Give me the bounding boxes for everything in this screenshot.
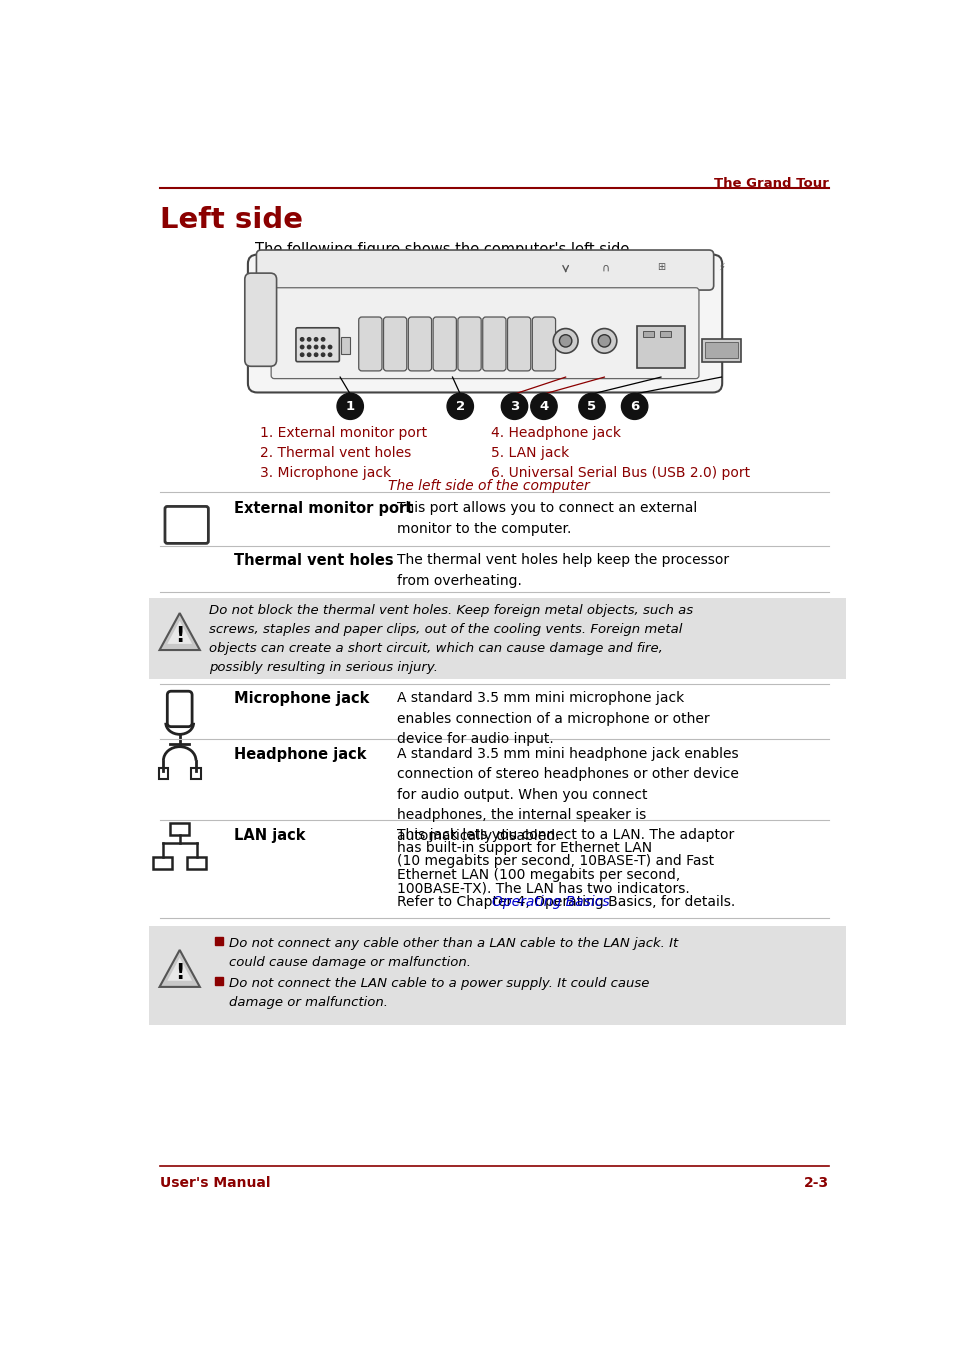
Circle shape bbox=[598, 335, 610, 347]
Bar bbox=[704, 342, 737, 358]
Text: ∩: ∩ bbox=[601, 264, 609, 273]
Text: !: ! bbox=[174, 626, 184, 646]
Text: External monitor port: External monitor port bbox=[233, 502, 413, 516]
FancyBboxPatch shape bbox=[358, 316, 381, 370]
Bar bbox=[171, 823, 189, 836]
Bar bbox=[637, 326, 684, 368]
Polygon shape bbox=[159, 950, 199, 987]
Text: 4: 4 bbox=[538, 400, 548, 412]
Circle shape bbox=[500, 393, 527, 419]
Circle shape bbox=[307, 353, 311, 357]
Bar bbox=[187, 857, 206, 869]
Text: (10 megabits per second, 10BASE-T) and Fast: (10 megabits per second, 10BASE-T) and F… bbox=[396, 854, 713, 868]
Bar bbox=[149, 926, 845, 1025]
Circle shape bbox=[300, 353, 304, 357]
FancyBboxPatch shape bbox=[295, 327, 339, 362]
Circle shape bbox=[321, 338, 324, 341]
Circle shape bbox=[300, 345, 304, 349]
Polygon shape bbox=[167, 957, 192, 980]
Text: ⚡: ⚡ bbox=[718, 261, 724, 272]
Circle shape bbox=[578, 393, 604, 419]
Text: This port allows you to connect an external
monitor to the computer.: This port allows you to connect an exter… bbox=[396, 502, 697, 535]
Text: Headphone jack: Headphone jack bbox=[233, 746, 366, 761]
Text: 1. External monitor port: 1. External monitor port bbox=[260, 426, 427, 439]
Text: The following figure shows the computer's left side.: The following figure shows the computer'… bbox=[254, 242, 634, 257]
Text: 2-3: 2-3 bbox=[803, 1175, 828, 1190]
Text: Do not block the thermal vent holes. Keep foreign metal objects, such as
screws,: Do not block the thermal vent holes. Kee… bbox=[209, 604, 693, 675]
Text: Microphone jack: Microphone jack bbox=[233, 691, 369, 706]
Text: A standard 3.5 mm mini microphone jack
enables connection of a microphone or oth: A standard 3.5 mm mini microphone jack e… bbox=[396, 691, 709, 746]
Text: Thermal vent holes: Thermal vent holes bbox=[233, 553, 394, 568]
Text: !: ! bbox=[174, 963, 184, 983]
FancyBboxPatch shape bbox=[383, 316, 406, 370]
Text: The thermal vent holes help keep the processor
from overheating.: The thermal vent holes help keep the pro… bbox=[396, 553, 728, 588]
Bar bbox=[701, 338, 740, 362]
Text: 2: 2 bbox=[456, 400, 464, 412]
FancyBboxPatch shape bbox=[271, 288, 699, 379]
Text: Refer to Chapter 4, Operating Basics, for details.: Refer to Chapter 4, Operating Basics, fo… bbox=[396, 895, 734, 909]
Bar bbox=[214, 937, 223, 945]
Text: Do not connect any cable other than a LAN cable to the LAN jack. It
could cause : Do not connect any cable other than a LA… bbox=[229, 937, 677, 969]
Circle shape bbox=[321, 345, 324, 349]
Text: LAN jack: LAN jack bbox=[233, 827, 305, 842]
FancyBboxPatch shape bbox=[457, 316, 480, 370]
Circle shape bbox=[321, 353, 324, 357]
Bar bbox=[158, 768, 168, 779]
FancyBboxPatch shape bbox=[532, 316, 555, 370]
Circle shape bbox=[558, 335, 571, 347]
Text: 4. Headphone jack: 4. Headphone jack bbox=[491, 426, 620, 439]
Text: 2. Thermal vent holes: 2. Thermal vent holes bbox=[260, 446, 411, 460]
FancyBboxPatch shape bbox=[248, 254, 721, 392]
Text: 6. Universal Serial Bus (USB 2.0) port: 6. Universal Serial Bus (USB 2.0) port bbox=[491, 465, 750, 480]
Circle shape bbox=[314, 338, 317, 341]
FancyBboxPatch shape bbox=[408, 316, 431, 370]
FancyBboxPatch shape bbox=[507, 316, 530, 370]
Circle shape bbox=[300, 338, 304, 341]
Text: 6: 6 bbox=[629, 400, 639, 412]
Text: Operating Basics: Operating Basics bbox=[492, 895, 609, 909]
Text: ⊞: ⊞ bbox=[657, 261, 664, 272]
Text: 3: 3 bbox=[509, 400, 518, 412]
Circle shape bbox=[328, 353, 332, 357]
Text: 3. Microphone jack: 3. Microphone jack bbox=[260, 465, 391, 480]
Circle shape bbox=[336, 393, 363, 419]
Circle shape bbox=[307, 338, 311, 341]
FancyBboxPatch shape bbox=[256, 250, 713, 291]
Text: Do not connect the LAN cable to a power supply. It could cause
damage or malfunc: Do not connect the LAN cable to a power … bbox=[229, 977, 648, 1009]
Text: 100BASE-TX). The LAN has two indicators.: 100BASE-TX). The LAN has two indicators. bbox=[396, 882, 689, 895]
Circle shape bbox=[328, 345, 332, 349]
Text: The Grand Tour: The Grand Tour bbox=[714, 177, 828, 189]
Circle shape bbox=[530, 393, 557, 419]
Bar bbox=[642, 331, 654, 337]
FancyBboxPatch shape bbox=[482, 316, 505, 370]
Circle shape bbox=[447, 393, 473, 419]
Text: User's Manual: User's Manual bbox=[159, 1175, 270, 1190]
Bar bbox=[149, 598, 845, 679]
Circle shape bbox=[314, 345, 317, 349]
Circle shape bbox=[592, 329, 617, 353]
Bar bbox=[659, 331, 670, 337]
Text: Left side: Left side bbox=[159, 206, 302, 234]
Text: This jack lets you connect to a LAN. The adaptor: This jack lets you connect to a LAN. The… bbox=[396, 827, 733, 841]
Circle shape bbox=[553, 329, 578, 353]
Text: has built-in support for Ethernet LAN: has built-in support for Ethernet LAN bbox=[396, 841, 651, 854]
Bar bbox=[340, 337, 350, 354]
Bar bbox=[192, 768, 200, 779]
FancyBboxPatch shape bbox=[433, 316, 456, 370]
Text: The left side of the computer: The left side of the computer bbox=[388, 480, 589, 493]
Bar bbox=[153, 857, 172, 869]
Circle shape bbox=[314, 353, 317, 357]
Bar bbox=[214, 977, 223, 986]
Text: 5: 5 bbox=[587, 400, 596, 412]
Circle shape bbox=[307, 345, 311, 349]
Text: A standard 3.5 mm mini headphone jack enables
connection of stereo headphones or: A standard 3.5 mm mini headphone jack en… bbox=[396, 746, 738, 844]
Text: Ethernet LAN (100 megabits per second,: Ethernet LAN (100 megabits per second, bbox=[396, 868, 679, 882]
Circle shape bbox=[620, 393, 647, 419]
Polygon shape bbox=[167, 621, 192, 644]
Polygon shape bbox=[159, 612, 199, 650]
Text: 1: 1 bbox=[345, 400, 355, 412]
Text: 5. LAN jack: 5. LAN jack bbox=[491, 446, 569, 460]
FancyBboxPatch shape bbox=[245, 273, 276, 366]
